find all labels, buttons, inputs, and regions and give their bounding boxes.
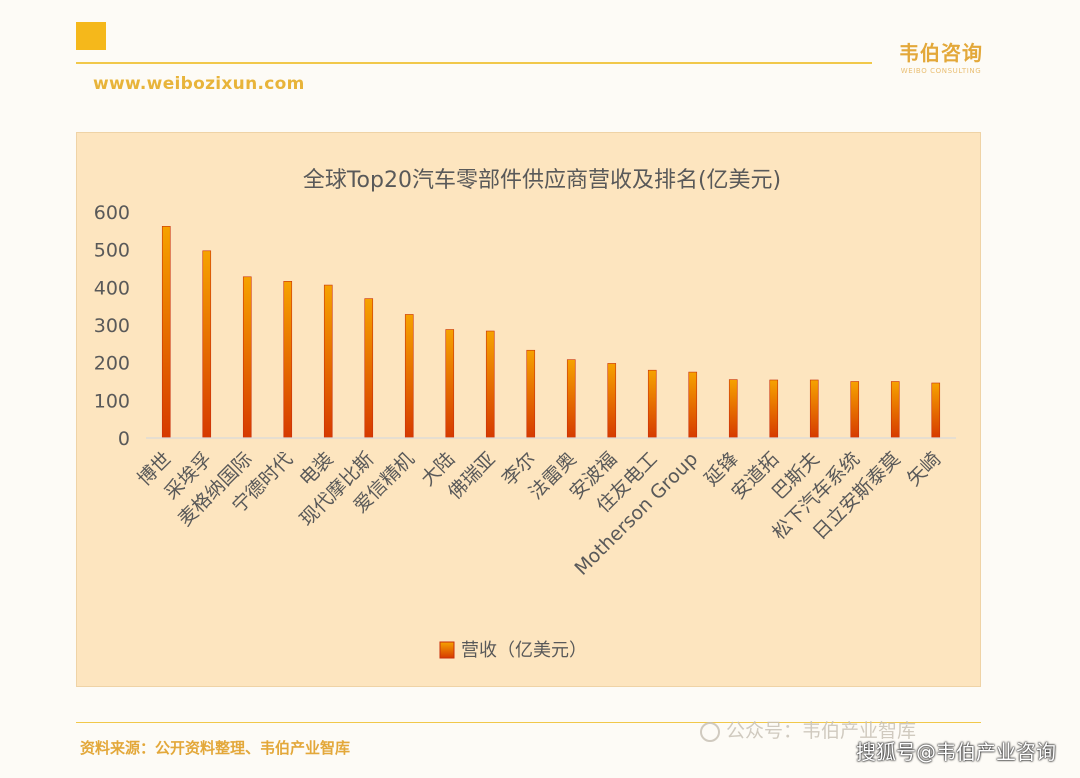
bar <box>769 379 779 439</box>
y-tick-label: 100 <box>94 390 130 412</box>
bar <box>809 379 819 439</box>
brand-name-en: WEIBO CONSULTING <box>900 67 982 75</box>
bar <box>404 314 414 439</box>
bar <box>445 329 455 439</box>
corner-accent-square <box>76 22 106 50</box>
bar <box>526 349 536 439</box>
source-note: 资料来源：公开资料整理、韦伯产业智库 <box>80 739 351 757</box>
bar <box>688 371 698 439</box>
x-tick-label: 佛瑞亚 <box>444 448 500 504</box>
legend: 营收（亿美元） <box>439 640 587 661</box>
legend-swatch <box>439 641 455 659</box>
bar <box>161 226 171 439</box>
sohu-watermark: 搜狐号@韦伯产业咨询 <box>856 740 1056 764</box>
x-tick-label: 矢崎 <box>903 448 945 490</box>
brand-name-cn: 韦伯咨询 <box>899 41 983 65</box>
wechat-watermark: 公众号：韦伯产业智库 <box>700 716 916 743</box>
wechat-watermark-text: 公众号：韦伯产业智库 <box>726 720 917 742</box>
bar <box>647 369 657 439</box>
bar <box>607 363 617 439</box>
y-tick-label: 200 <box>94 353 130 375</box>
bar <box>890 381 900 439</box>
bar <box>364 298 374 439</box>
bar <box>850 381 860 439</box>
wechat-icon <box>700 721 720 742</box>
y-tick-label: 600 <box>94 202 130 224</box>
bar <box>242 276 252 439</box>
revenue-bar-chart: 全球Top20汽车零部件供应商营收及排名(亿美元) 0 100 200 300 400 5… <box>94 168 956 661</box>
footer-divider <box>76 722 981 723</box>
bar <box>283 281 293 439</box>
y-tick-label: 0 <box>118 428 130 450</box>
bar <box>931 382 941 439</box>
legend-label: 营收（亿美元） <box>461 640 587 661</box>
y-tick-label: 500 <box>94 240 130 262</box>
bar <box>728 379 738 439</box>
bar-series <box>161 226 941 439</box>
brand-logo: 韦伯咨询 WEIBO CONSULTING <box>893 42 989 75</box>
header-divider <box>76 62 872 64</box>
bar <box>202 250 212 439</box>
bar <box>485 330 495 439</box>
y-tick-label: 400 <box>94 277 130 299</box>
chart-title: 全球Top20汽车零部件供应商营收及排名(亿美元) <box>303 168 781 193</box>
x-axis: 博世采埃孚麦格纳国际宁德时代电装现代摩比斯爱信精机大陆佛瑞亚李尔法雷奥安波福住友… <box>133 437 956 580</box>
bar <box>323 284 333 439</box>
y-axis: 0 100 200 300 400 500 600 <box>94 202 130 450</box>
y-tick-label: 300 <box>94 315 130 337</box>
bar <box>566 359 576 439</box>
site-url: www.weibozixun.com <box>93 74 305 94</box>
